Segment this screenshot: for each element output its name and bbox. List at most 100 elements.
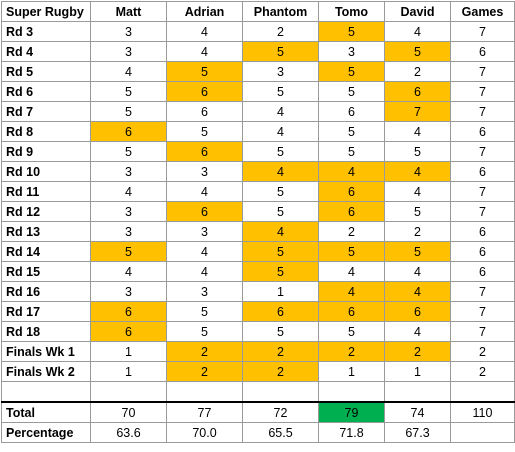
empty-cell: [90, 381, 167, 403]
score-cell: 4: [242, 101, 319, 122]
round-label: Rd 11: [1, 181, 91, 202]
table-body: Super Rugby Matt Adrian Phantom Tomo David Gam…: [1, 1, 515, 443]
header-row: Super Rugby Matt Adrian Phantom Tomo David Gam…: [1, 1, 515, 22]
score-cell: 4: [166, 181, 243, 202]
score-cell: 5: [318, 81, 385, 102]
percentage-cell: [450, 422, 515, 443]
score-cell: 3: [90, 221, 167, 242]
score-cell: 4: [384, 261, 451, 282]
score-cell: 6: [318, 201, 385, 222]
score-cell: 1: [384, 361, 451, 382]
round-label: Rd 13: [1, 221, 91, 242]
score-cell: 4: [384, 281, 451, 302]
empty-cell: [242, 381, 319, 403]
score-cell: 5: [318, 141, 385, 162]
table-row: Rd 11 4 4 5 6 4 7: [1, 181, 515, 202]
score-cell: 4: [166, 21, 243, 42]
round-label: Rd 7: [1, 101, 91, 122]
score-cell: 6: [384, 81, 451, 102]
score-cell: 2: [166, 361, 243, 382]
score-cell: 5: [90, 101, 167, 122]
games-cell: 6: [450, 221, 515, 242]
score-cell: 5: [242, 181, 319, 202]
score-cell: 5: [318, 121, 385, 142]
score-cell: 4: [90, 181, 167, 202]
games-cell: 7: [450, 201, 515, 222]
round-label: Finals Wk 2: [1, 361, 91, 382]
score-cell: 4: [318, 281, 385, 302]
games-cell: 7: [450, 321, 515, 342]
round-label: Rd 4: [1, 41, 91, 62]
empty-cell: [450, 381, 515, 403]
score-cell: 3: [166, 221, 243, 242]
score-cell: 2: [318, 341, 385, 362]
column-header: David: [384, 1, 451, 22]
score-cell: 3: [90, 201, 167, 222]
total-cell: 74: [384, 401, 451, 423]
score-cell: 6: [318, 101, 385, 122]
games-cell: 7: [450, 281, 515, 302]
score-cell: 3: [318, 41, 385, 62]
round-label: Finals Wk 1: [1, 341, 91, 362]
tipping-table: Super Rugby Matt Adrian Phantom Tomo David Gam…: [1, 1, 515, 443]
total-cell: 72: [242, 401, 319, 423]
percentage-cell: 67.3: [384, 422, 451, 443]
score-cell: 6: [166, 141, 243, 162]
score-cell: 5: [384, 201, 451, 222]
score-cell: 5: [166, 321, 243, 342]
score-cell: 5: [90, 241, 167, 262]
games-cell: 6: [450, 161, 515, 182]
score-cell: 4: [318, 161, 385, 182]
games-cell: 7: [450, 181, 515, 202]
score-cell: 6: [166, 101, 243, 122]
score-cell: 5: [318, 241, 385, 262]
score-cell: 5: [242, 141, 319, 162]
score-cell: 2: [242, 361, 319, 382]
round-label: Rd 18: [1, 321, 91, 342]
total-cell: 79: [318, 401, 385, 423]
score-cell: 2: [318, 221, 385, 242]
games-cell: 7: [450, 101, 515, 122]
games-cell: 6: [450, 121, 515, 142]
score-cell: 5: [384, 241, 451, 262]
round-label: Rd 10: [1, 161, 91, 182]
score-cell: 2: [384, 221, 451, 242]
score-cell: 5: [90, 81, 167, 102]
score-cell: 3: [90, 21, 167, 42]
games-cell: 7: [450, 61, 515, 82]
score-cell: 5: [242, 261, 319, 282]
score-cell: 4: [384, 21, 451, 42]
score-cell: 6: [242, 301, 319, 322]
empty-cell: [166, 381, 243, 403]
empty-cell: [1, 381, 91, 403]
score-cell: 4: [384, 321, 451, 342]
score-cell: 3: [166, 281, 243, 302]
score-cell: 4: [166, 261, 243, 282]
column-header: Phantom: [242, 1, 319, 22]
percentage-cell: 71.8: [318, 422, 385, 443]
empty-cell: [384, 381, 451, 403]
total-cell: 70: [90, 401, 167, 423]
score-cell: 5: [242, 321, 319, 342]
score-cell: 7: [384, 101, 451, 122]
games-cell: 2: [450, 341, 515, 362]
round-label: Rd 9: [1, 141, 91, 162]
table-row: Rd 14 5 4 5 5 5 6: [1, 241, 515, 262]
score-cell: 3: [90, 281, 167, 302]
score-cell: 6: [384, 301, 451, 322]
score-cell: 6: [318, 301, 385, 322]
round-label: Rd 16: [1, 281, 91, 302]
spacer-row: [1, 381, 515, 403]
round-label: Rd 17: [1, 301, 91, 322]
score-cell: 5: [318, 61, 385, 82]
column-header: Games: [450, 1, 515, 22]
round-label: Rd 14: [1, 241, 91, 262]
score-cell: 5: [242, 41, 319, 62]
score-cell: 4: [90, 261, 167, 282]
score-cell: 5: [242, 241, 319, 262]
table-row: Rd 10 3 3 4 4 4 6: [1, 161, 515, 182]
